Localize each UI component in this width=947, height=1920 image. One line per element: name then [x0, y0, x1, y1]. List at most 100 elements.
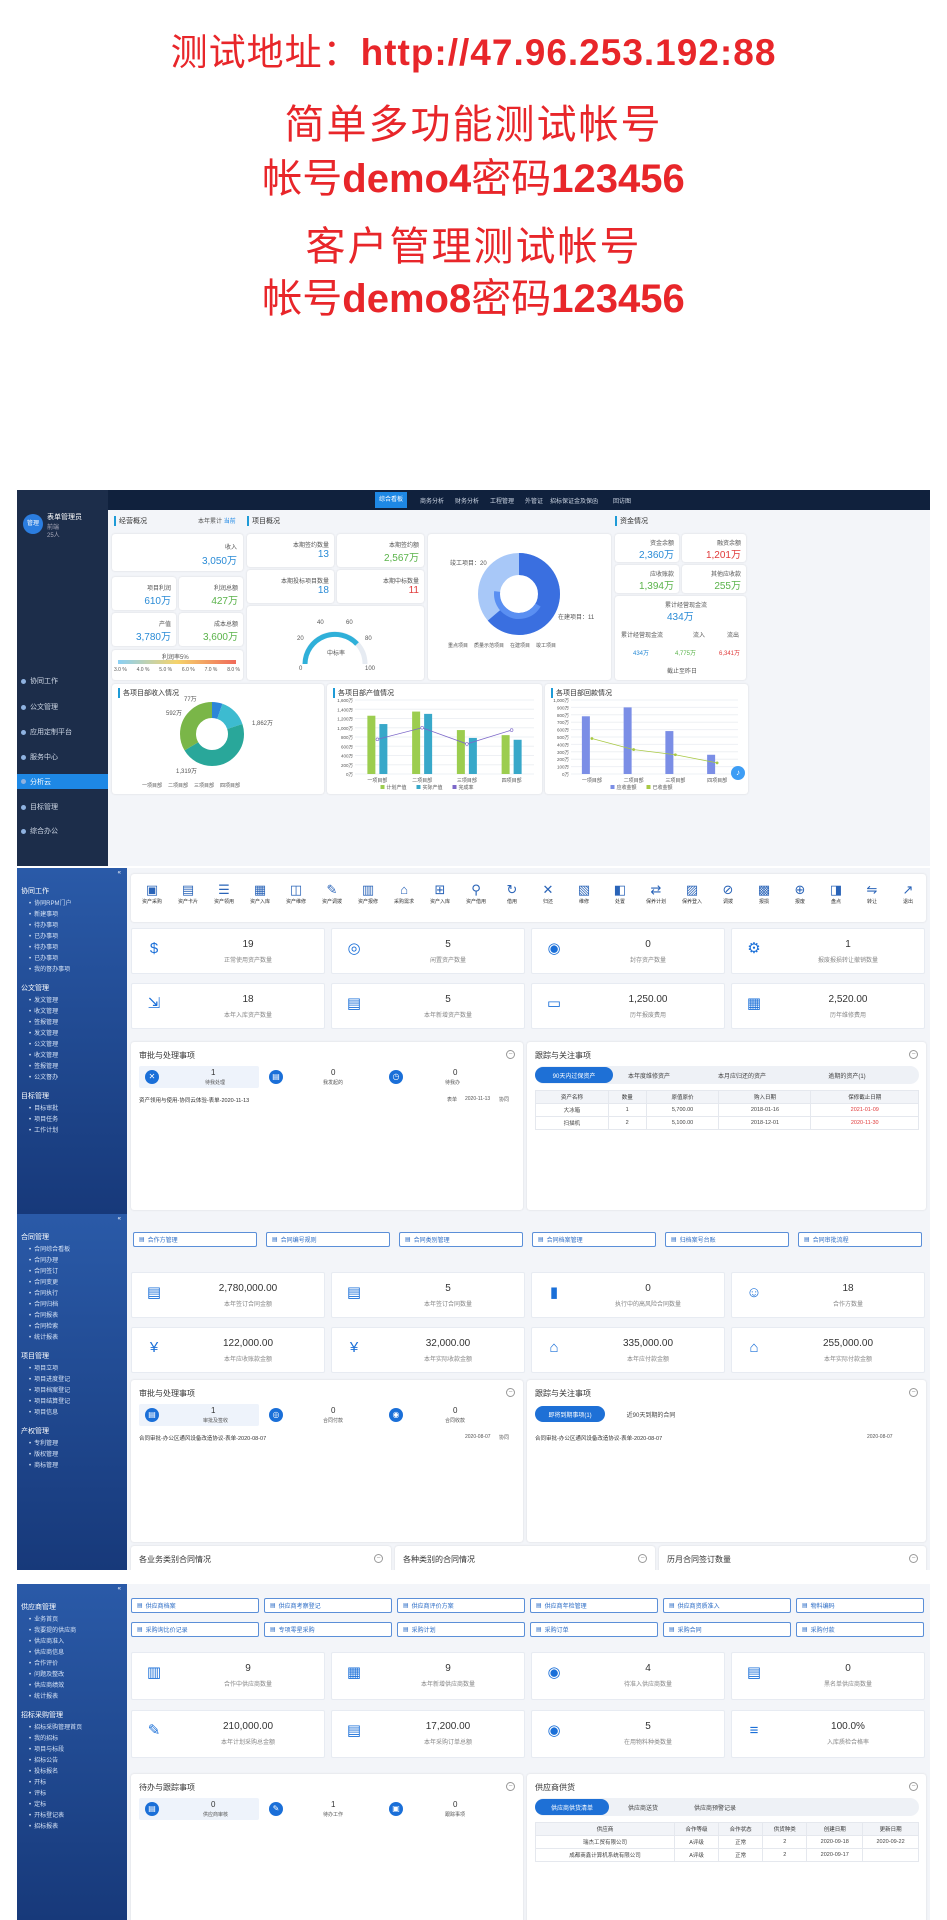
- sidebar-item[interactable]: 合作评价: [29, 1658, 58, 1667]
- table-row[interactable]: 扫描机 2 5,100.00 2018-12-01 2020-11-30: [535, 1116, 919, 1130]
- collapse-icon[interactable]: −: [638, 1554, 647, 1563]
- stat-card[interactable]: ≡ 100.0% 入库质检合格率: [731, 1710, 925, 1758]
- todo-row-title[interactable]: 资产领用与使用-协同云体验-表单-2020-11-13: [139, 1098, 250, 1104]
- watch-tab-expiring[interactable]: 90天内过保资产: [535, 1067, 613, 1083]
- sidebar-group-header[interactable]: 公文管理: [21, 985, 49, 992]
- sidebar-item[interactable]: 问题及整改: [29, 1669, 64, 1678]
- sidebar-item[interactable]: 专利管理: [29, 1438, 58, 1447]
- sidebar-item[interactable]: 签报管理: [29, 1017, 58, 1026]
- stat-card[interactable]: ▥ 9 合作中供应商数量: [131, 1652, 325, 1700]
- collapse-icon[interactable]: −: [909, 1554, 918, 1563]
- nav-item-goals[interactable]: 目标管理: [21, 802, 58, 812]
- module-button[interactable]: ▤ 合同档案管理: [532, 1232, 656, 1247]
- stat-card[interactable]: $19 正常使用资产数量: [131, 928, 325, 974]
- module-button[interactable]: ▤ 供应商资质准入: [663, 1598, 791, 1613]
- sidebar-item[interactable]: 我要提的供应商: [29, 1625, 76, 1634]
- sidebar-group-header[interactable]: 目标管理: [21, 1093, 49, 1100]
- toolbar-tool[interactable]: ⊘ 调拨: [713, 882, 743, 905]
- sidebar-item[interactable]: 待办事项: [29, 942, 58, 951]
- watch-tab-overdue[interactable]: 逾期的资产(1): [828, 1073, 866, 1080]
- sidebar-item[interactable]: 招标公告: [29, 1755, 58, 1764]
- stat-card[interactable]: ▮ 0 执行中的高风险合同数量: [531, 1272, 725, 1318]
- sidebar-group-header[interactable]: 招标采购管理: [21, 1712, 63, 1719]
- sidebar-item[interactable]: 项目结算登记: [29, 1396, 70, 1405]
- sidebar-item[interactable]: 工作计划: [29, 1125, 58, 1134]
- sidebar-item[interactable]: 开标登记表: [29, 1810, 64, 1819]
- module-button[interactable]: ▤ 供应商档案: [131, 1598, 259, 1613]
- toolbar-tool[interactable]: ⌂ 采购需求: [389, 882, 419, 905]
- sidebar-group-header[interactable]: 供应商管理: [21, 1604, 56, 1611]
- stat-card[interactable]: ▤ 5 本年新增资产数量: [331, 983, 525, 1029]
- module-button[interactable]: ▤ 归档案号台账: [665, 1232, 789, 1247]
- sidebar-item[interactable]: 已办事项: [29, 953, 58, 962]
- toolbar-tool[interactable]: ◫ 资产维修: [281, 882, 311, 905]
- module-button[interactable]: ▤ 采购付款: [796, 1622, 924, 1637]
- stat-card[interactable]: ✎ 210,000.00 本年计划采购总金额: [131, 1710, 325, 1758]
- sidebar-item[interactable]: 评标: [29, 1788, 46, 1797]
- toolbar-tool[interactable]: ▦ 资产入库: [245, 882, 275, 905]
- module-button[interactable]: ▤ 合同编号规则: [266, 1232, 390, 1247]
- sidebar-item[interactable]: 业务首页: [29, 1614, 58, 1623]
- stat-card[interactable]: ⌂ 335,000.00 本年应付款金额: [531, 1327, 725, 1373]
- module-button[interactable]: ▤ 物料编码: [796, 1598, 924, 1613]
- sidebar-item[interactable]: 招标采购管理首页: [29, 1722, 82, 1731]
- sidebar-item[interactable]: 目标审批: [29, 1103, 58, 1112]
- sidebar-item[interactable]: 合同检索: [29, 1321, 58, 1330]
- sidebar-item[interactable]: 统计报表: [29, 1332, 58, 1341]
- sidebar-collapse-icon[interactable]: «: [117, 1586, 121, 1592]
- sidebar-item[interactable]: 合同综合看板: [29, 1244, 70, 1253]
- watch-tab-90days[interactable]: 近90天到期的合同: [626, 1412, 676, 1419]
- sidebar-item[interactable]: 发文管理: [29, 1028, 58, 1037]
- sidebar-item[interactable]: 合同报表: [29, 1310, 58, 1319]
- toolbar-tool[interactable]: ⊞ 资产入库: [425, 882, 455, 905]
- sidebar-group-header[interactable]: 产权管理: [21, 1428, 49, 1435]
- sidebar-item[interactable]: 开标: [29, 1777, 46, 1786]
- module-button[interactable]: ▤ 合同类别管理: [399, 1232, 523, 1247]
- stat-card[interactable]: ▦ 2,520.00 历年维修费用: [731, 983, 925, 1029]
- stat-card[interactable]: ◉ 4 待准入供应商数量: [531, 1652, 725, 1700]
- sidebar-item[interactable]: 项目任务: [29, 1114, 58, 1123]
- collapse-icon[interactable]: −: [909, 1050, 918, 1059]
- supply-tab-warning[interactable]: 供应商预警记录: [693, 1805, 736, 1812]
- sidebar-group-header[interactable]: 协同工作: [21, 888, 49, 895]
- stat-card[interactable]: ▦ 9 本年新增供应商数量: [331, 1652, 525, 1700]
- stat-card[interactable]: ⇲ 18 本年入库资产数量: [131, 983, 325, 1029]
- sidebar-item[interactable]: 合同签订: [29, 1266, 58, 1275]
- toolbar-tool[interactable]: ✎ 资产调拨: [317, 882, 347, 905]
- table-row[interactable]: 成都商鑫计算机系统有限公司 A评级 正常 2 2020-09-17: [535, 1848, 919, 1862]
- toolbar-tool[interactable]: ↗ 退出: [893, 882, 923, 905]
- watch-tab-repair[interactable]: 本年度维修资产: [627, 1073, 670, 1080]
- sidebar-item[interactable]: 合同办理: [29, 1255, 58, 1264]
- toolbar-tool[interactable]: ▧ 维修: [569, 882, 599, 905]
- sidebar-item[interactable]: 协同RPM门户: [29, 898, 71, 907]
- toolbar-tool[interactable]: ◧ 处置: [605, 882, 635, 905]
- stat-card[interactable]: ¥32,000.00 本年实际收款金额: [331, 1327, 525, 1373]
- tab-finance[interactable]: 财务分析: [455, 499, 480, 505]
- tab-engineering[interactable]: 工程管理: [490, 499, 515, 505]
- stat-card[interactable]: ⌂ 255,000.00 本年实际付款金额: [731, 1327, 925, 1373]
- sidebar-item[interactable]: 收文管理: [29, 1050, 58, 1059]
- nav-item-platform[interactable]: 应用定制平台: [21, 727, 72, 737]
- notification-bell-icon[interactable]: ♪: [731, 766, 745, 780]
- sidebar-item[interactable]: 项目信息: [29, 1407, 58, 1416]
- sidebar-item[interactable]: 供应商信息: [29, 1647, 64, 1656]
- module-button[interactable]: ▤ 供应商年检管理: [530, 1598, 658, 1613]
- watch-row-title[interactable]: 合同审批-办公区通风设备改造协议-表单-2020-08-07: [535, 1436, 663, 1442]
- watch-tab-due[interactable]: 即将到期事项(1): [535, 1406, 605, 1422]
- nav-item-service[interactable]: 服务中心: [21, 752, 58, 762]
- sidebar-item[interactable]: 招标报表: [29, 1821, 58, 1830]
- sidebar-item[interactable]: 供应商准入: [29, 1636, 64, 1645]
- stat-card[interactable]: ⚙ 1 报废报损转让撤销数量: [731, 928, 925, 974]
- sidebar-item[interactable]: 供应商绩效: [29, 1680, 64, 1689]
- sidebar-item[interactable]: 公文管理: [29, 1039, 58, 1048]
- sidebar-item[interactable]: 我的督办事项: [29, 964, 70, 973]
- stat-card[interactable]: ☺ 18 合作方数量: [731, 1272, 925, 1318]
- module-button[interactable]: ▤ 采购询比价记录: [131, 1622, 259, 1637]
- sidebar-item[interactable]: 待办事项: [29, 920, 58, 929]
- sidebar-item[interactable]: 定标: [29, 1799, 46, 1808]
- collapse-icon[interactable]: −: [909, 1782, 918, 1791]
- nav-item-office[interactable]: 综合办公: [21, 826, 58, 836]
- todo-tab-active[interactable]: [139, 1798, 259, 1820]
- module-button[interactable]: ▤ 供应商考察登记: [264, 1598, 392, 1613]
- sidebar-item[interactable]: 合同变更: [29, 1277, 58, 1286]
